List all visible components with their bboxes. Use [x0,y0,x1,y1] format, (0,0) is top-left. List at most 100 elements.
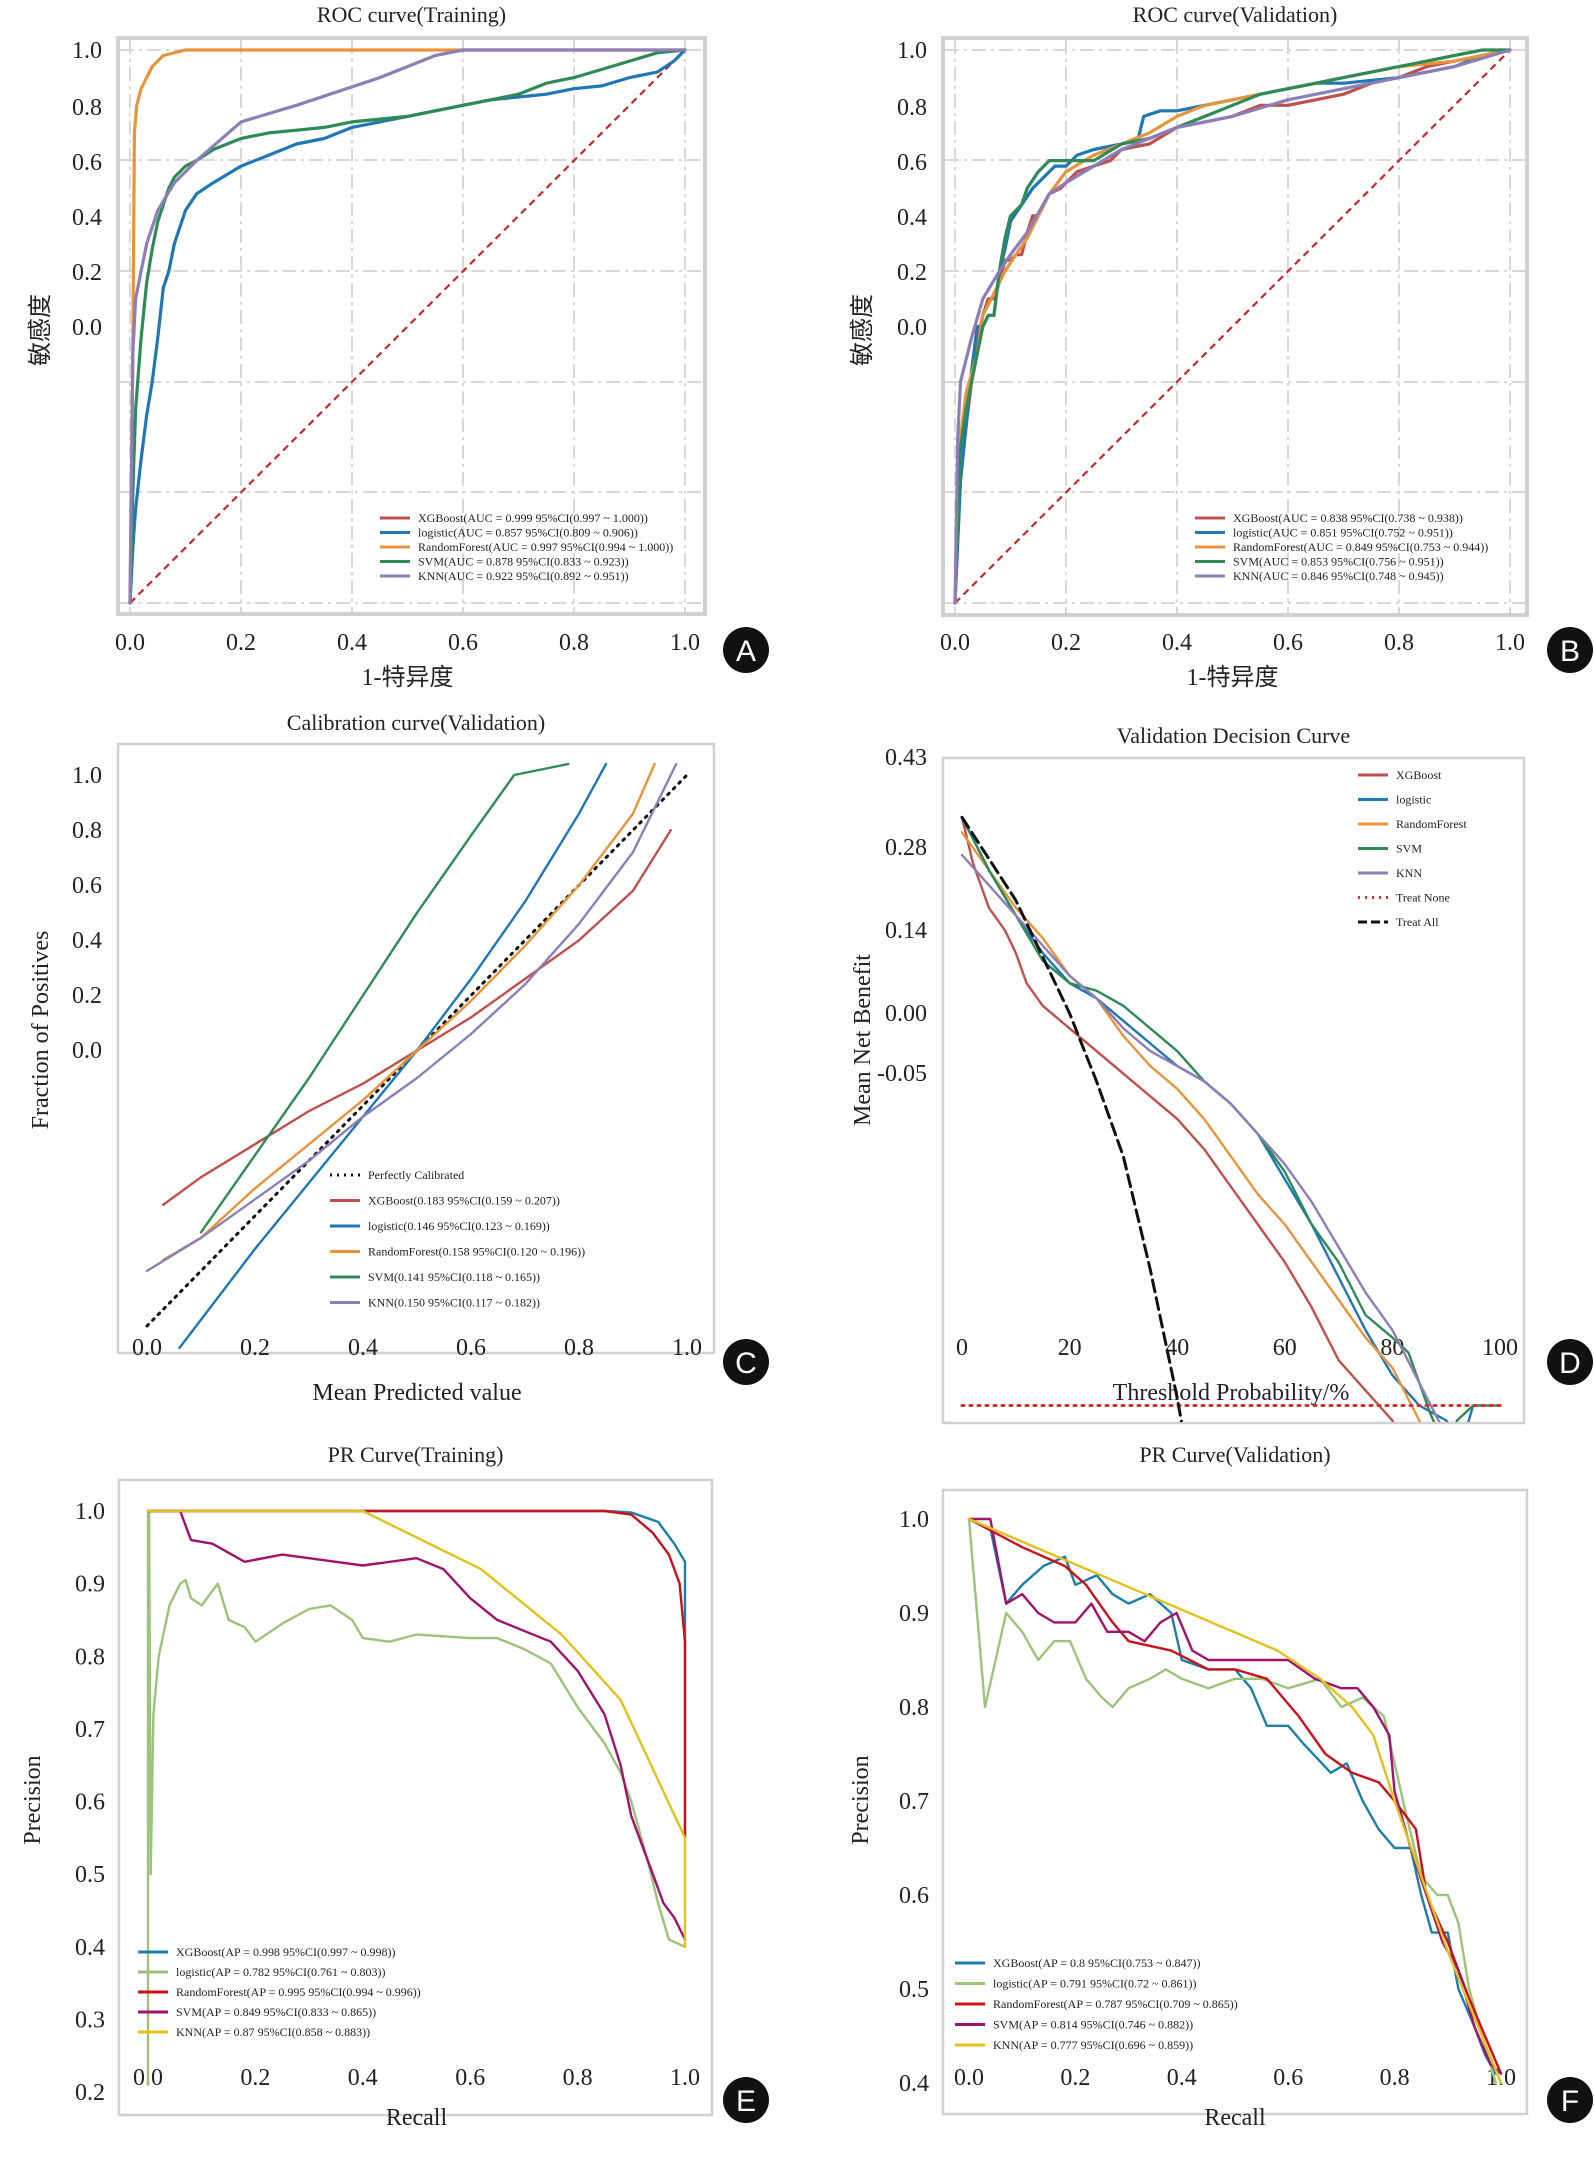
x-tick-label: 0.2 [1060,2065,1090,2091]
legend-label: logistic(AUC = 0.857 95%CI(0.809 ~ 0.906… [418,526,638,540]
legend-label: XGBoost(AP = 0.8 95%CI(0.753 ~ 0.847)) [993,1956,1200,1970]
series-line-svm [146,1509,687,1941]
y-tick-label: 0.2 [72,260,102,286]
x-tick-label: 0.4 [348,2065,378,2091]
y-tick-label: 1.0 [899,1507,929,1533]
badge-letter: E [736,2085,756,2118]
y-tick-label: 0.0 [72,315,102,341]
y-tick-label: 0.8 [72,95,102,121]
y-tick-label: 0.6 [897,150,927,176]
x-tick-label: 0.4 [1167,2065,1197,2091]
legend-label: RandomForest(0.158 95%CI(0.120 ~ 0.196)) [368,1245,585,1259]
series-line-randomforest [128,48,687,605]
legend-label: Treat None [1396,891,1450,905]
chance-diagonal-line [954,49,1511,604]
legend-label: SVM(0.141 95%CI(0.118 ~ 0.165)) [368,1270,540,1284]
legend-label: Treat All [1396,915,1439,929]
legend: XGBoost logistic RandomForest SVM KNN Treat N… [1358,768,1467,929]
legend-label: logistic(AUC = 0.851 95%CI(0.752 ~ 0.951… [1233,526,1453,540]
legend-label: RandomForest(AUC = 0.849 95%CI(0.753 ~ 0… [1233,540,1488,554]
plot-frame [116,742,716,1355]
y-tick-label: 0.9 [899,1601,929,1627]
legend-label: logistic [1396,793,1431,807]
chart-title: ROC curve(Validation) [1133,2,1338,27]
series-line-knn [128,48,687,605]
y-axis-title: Fraction of Positives [28,931,54,1130]
x-tick-label: 1.0 [1495,630,1525,656]
y-axis-title: 敏感度 [27,294,54,366]
legend-label: KNN(0.150 95%CI(0.117 ~ 0.182)) [368,1296,540,1310]
plot-frame [941,36,1529,617]
y-tick-label: 0.7 [899,1789,929,1815]
legend-label: KNN(AUC = 0.846 95%CI(0.748 ~ 0.945)) [1233,569,1444,583]
x-tick-label: 20 [1058,1335,1082,1361]
y-tick-label: 0.5 [75,1862,105,1888]
x-tick-label: 0.6 [455,2065,485,2091]
gridlines [945,40,1525,613]
legend-label: RandomForest(AUC = 0.997 95%CI(0.994 ~ 1… [418,540,673,554]
x-tick-label: 0.2 [1051,630,1081,656]
y-tick-label: 0.8 [72,818,102,844]
y-tick-label: 0.4 [899,2071,929,2097]
panel-a: ROC curve(Training) 0.0 0.2 0.4 0.6 0.8 1.0 1-特… [27,2,769,691]
series-line-xgboost [960,816,1395,1422]
panel-badge: F [1547,2077,1593,2123]
badge-letter: C [735,1347,757,1380]
x-tick-label: 1.0 [670,630,700,656]
legend-label: KNN(AUC = 0.922 95%CI(0.892 ~ 0.951)) [418,569,629,583]
series-line-randomforest [162,762,656,1262]
y-tick-label: 1.0 [72,763,102,789]
legend-label: SVM(AP = 0.814 95%CI(0.746 ~ 0.882)) [993,2018,1193,2032]
x-tick-label: 0.6 [1273,2065,1303,2091]
series-line-svm [953,48,1512,605]
y-tick-label: 0.8 [899,1695,929,1721]
legend-label: RandomForest(AP = 0.787 95%CI(0.709 ~ 0.… [993,1997,1238,2011]
y-tick-label: 0.2 [72,983,102,1009]
y-tick-label: 0.0 [72,1038,102,1064]
y-tick-label: 0.14 [885,918,927,944]
legend-label: RandomForest [1396,817,1467,831]
x-tick-label: 0.8 [559,630,589,656]
series-line-knn [953,48,1512,605]
panel-f: PR Curve(Validation) 0.0 0.2 0.4 0.6 0.8 1.0 Re… [848,1442,1593,2131]
series-line-logistic [967,1517,1497,2085]
series-line-treat-all [960,815,1184,1422]
x-tick-label: 0.0 [115,630,145,656]
badge-circle [1547,627,1593,673]
badge-circle [1547,1339,1593,1385]
x-tick-label: 0.0 [940,630,970,656]
panel-e: PR Curve(Training)0.0 0.2 0.4 0.6 0.8 1.0Reca… [20,1442,769,2131]
y-tick-label: 0.4 [75,1935,105,1961]
badge-letter: F [1561,2085,1579,2118]
legend: XGBoost(AUC = 0.999 95%CI(0.997 ~ 1.000)… [380,511,673,583]
legend-label: logistic(AP = 0.782 95%CI(0.761 ~ 0.803)… [176,1965,385,1979]
legend-label: KNN(AP = 0.87 95%CI(0.858 ~ 0.883)) [176,2025,370,2039]
plot-area [960,815,1502,1422]
series-line-knn [967,1517,1503,2085]
panel-badge: A [723,627,769,673]
y-tick-label: 0.4 [897,205,927,231]
x-tick-label: 0.4 [1162,630,1192,656]
chance-diagonal-line [129,49,686,604]
x-tick-label: 1.0 [670,2065,700,2091]
x-axis-title: Threshold Probability/% [1113,1380,1350,1406]
y-tick-label: 0.2 [75,2080,105,2106]
legend-label: XGBoost [1396,768,1442,782]
legend-label: SVM(AUC = 0.853 95%CI(0.756 ~ 0.951)) [1233,555,1444,569]
x-tick-label: 0.2 [240,1335,270,1361]
x-axis-title: Recall [386,2105,448,2131]
panel-badge: E [723,2077,769,2123]
y-tick-label: 1.0 [72,38,102,64]
series-line-svm [967,1517,1503,2075]
series-line-randomforest [960,831,1422,1422]
x-tick-label: 0.8 [564,1335,594,1361]
panel-badge: B [1547,627,1593,673]
legend-label: Perfectly Calibrated [368,1168,464,1182]
x-tick-label: 0.2 [226,630,256,656]
y-tick-label: 0.0 [897,315,927,341]
legend-label: KNN [1396,866,1422,880]
badge-letter: B [1560,635,1580,668]
plot-frame [941,756,1526,1425]
